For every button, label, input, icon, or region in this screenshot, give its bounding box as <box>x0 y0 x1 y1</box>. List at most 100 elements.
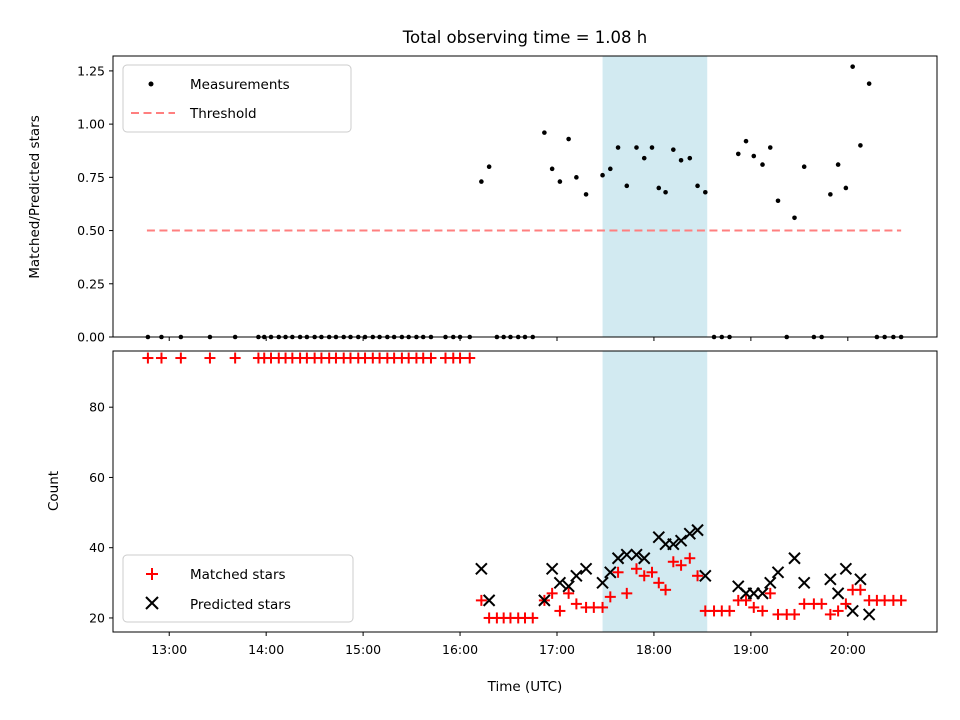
bottom-panel-frame <box>112 350 938 633</box>
predicted-points <box>475 523 876 621</box>
predicted-star-point <box>482 594 496 607</box>
top-y-tick-label: 1.00 <box>77 117 105 132</box>
predicted-star-point <box>854 573 867 586</box>
bottom-x-ticks: 13:00 14:00 15:00 16:00 17:00 18:00 19:00 20:00 <box>151 632 866 657</box>
matched-star-point <box>604 591 616 603</box>
matched-star-point <box>684 552 696 564</box>
matched-star-point <box>675 559 687 571</box>
predicted-star-point <box>545 562 559 575</box>
predicted-star-point <box>764 576 777 590</box>
matched-star-point <box>764 587 776 599</box>
x-axis-label: Time (UTC) <box>487 679 563 695</box>
matched-star-point <box>527 612 539 624</box>
bottom-y-axis-label: Count <box>46 471 62 511</box>
matched-star-point <box>798 598 810 610</box>
matched-star-point <box>724 605 736 617</box>
matched-star-point <box>757 605 769 617</box>
measurement-point <box>634 145 639 150</box>
predicted-star-point <box>788 552 801 565</box>
matched-star-point <box>204 352 216 364</box>
top-y-tick-label: 0.50 <box>77 223 105 238</box>
legend-measurement-marker <box>148 81 154 87</box>
measurement-point <box>801 164 807 169</box>
matched-star-point <box>740 594 752 606</box>
matched-star-point <box>563 587 575 599</box>
legend-measurements: Measurements <box>190 77 290 93</box>
matched-star-point <box>546 587 558 599</box>
bottom-x-tick-label: 15:00 <box>345 642 381 657</box>
predicted-star-point <box>771 566 785 579</box>
measurement-point <box>751 153 757 159</box>
predicted-star-point <box>638 552 651 565</box>
measurement-point <box>835 162 841 167</box>
matched-star-point <box>425 352 437 364</box>
predicted-star-point <box>570 569 583 583</box>
measurement-point <box>866 81 872 86</box>
top-y-ticks: 0.00 0.25 0.50 0.75 1.00 1.25 <box>77 63 113 345</box>
predicted-star-point <box>611 552 625 565</box>
measurement-point <box>760 162 765 167</box>
measurement-point <box>743 138 749 144</box>
matched-star-point <box>464 352 476 364</box>
predicted-star-point <box>620 548 633 561</box>
measurement-point <box>549 166 555 172</box>
predicted-star-point <box>674 534 688 547</box>
predicted-star-point <box>846 604 859 618</box>
bottom-legend-box <box>122 554 354 623</box>
bottom-y-tick-label: 60 <box>89 470 105 485</box>
measurement-point <box>775 198 781 204</box>
legend-predicted: Predicted stars <box>190 597 291 613</box>
measurement-point <box>486 164 492 169</box>
matched-star-point <box>854 584 866 596</box>
predicted-star-point <box>862 608 876 621</box>
measurement-point <box>858 143 863 148</box>
bottom-y-ticks: 20 40 60 80 <box>89 400 113 625</box>
predicted-star-point <box>579 562 593 575</box>
measurement-point <box>566 136 571 142</box>
measurement-point <box>557 179 563 184</box>
measurement-point <box>615 145 621 150</box>
measurement-point <box>695 183 700 189</box>
bottom-x-tick-label: 20:00 <box>830 642 866 657</box>
measurement-point <box>703 189 708 195</box>
bottom-y-tick-label: 20 <box>89 610 105 625</box>
matched-points <box>142 352 907 624</box>
matched-star-point <box>630 563 642 575</box>
predicted-star-point <box>596 576 609 590</box>
legend-predicted-marker <box>145 596 159 610</box>
bottom-x-tick-label: 13:00 <box>151 642 187 657</box>
matched-star-point <box>612 566 624 578</box>
top-y-tick-label: 0.75 <box>77 170 105 185</box>
measurement-point <box>678 158 684 163</box>
matched-star-point <box>748 601 760 613</box>
bottom-y-tick-label: 80 <box>89 400 105 415</box>
predicted-star-point <box>604 566 617 579</box>
measurement-point <box>641 155 647 161</box>
matched-star-point <box>142 352 154 364</box>
measurement-point <box>583 192 589 197</box>
matched-star-point <box>667 556 679 568</box>
matched-star-point <box>155 352 167 364</box>
measurement-point <box>542 130 547 135</box>
predicted-star-point <box>699 569 712 583</box>
bottom-x-tick-label: 18:00 <box>636 642 672 657</box>
matched-star-point <box>840 598 852 610</box>
top-panel-span <box>602 56 708 337</box>
top-legend: Measurements Threshold <box>122 64 352 133</box>
measurement-point <box>663 189 668 195</box>
measurement-point <box>850 64 855 69</box>
top-x-ticks <box>168 337 849 341</box>
measurement-point <box>767 145 773 150</box>
measurement-point <box>828 192 833 197</box>
bottom-x-tick-label: 19:00 <box>733 642 769 657</box>
matched-star-point <box>788 608 800 620</box>
matched-star-point <box>621 587 633 599</box>
matched-star-point <box>638 570 650 582</box>
measurement-point <box>479 179 484 184</box>
predicted-star-point <box>824 573 837 586</box>
matched-star-point <box>646 566 658 578</box>
matched-star-point <box>816 598 828 610</box>
top-legend-box <box>122 64 352 133</box>
